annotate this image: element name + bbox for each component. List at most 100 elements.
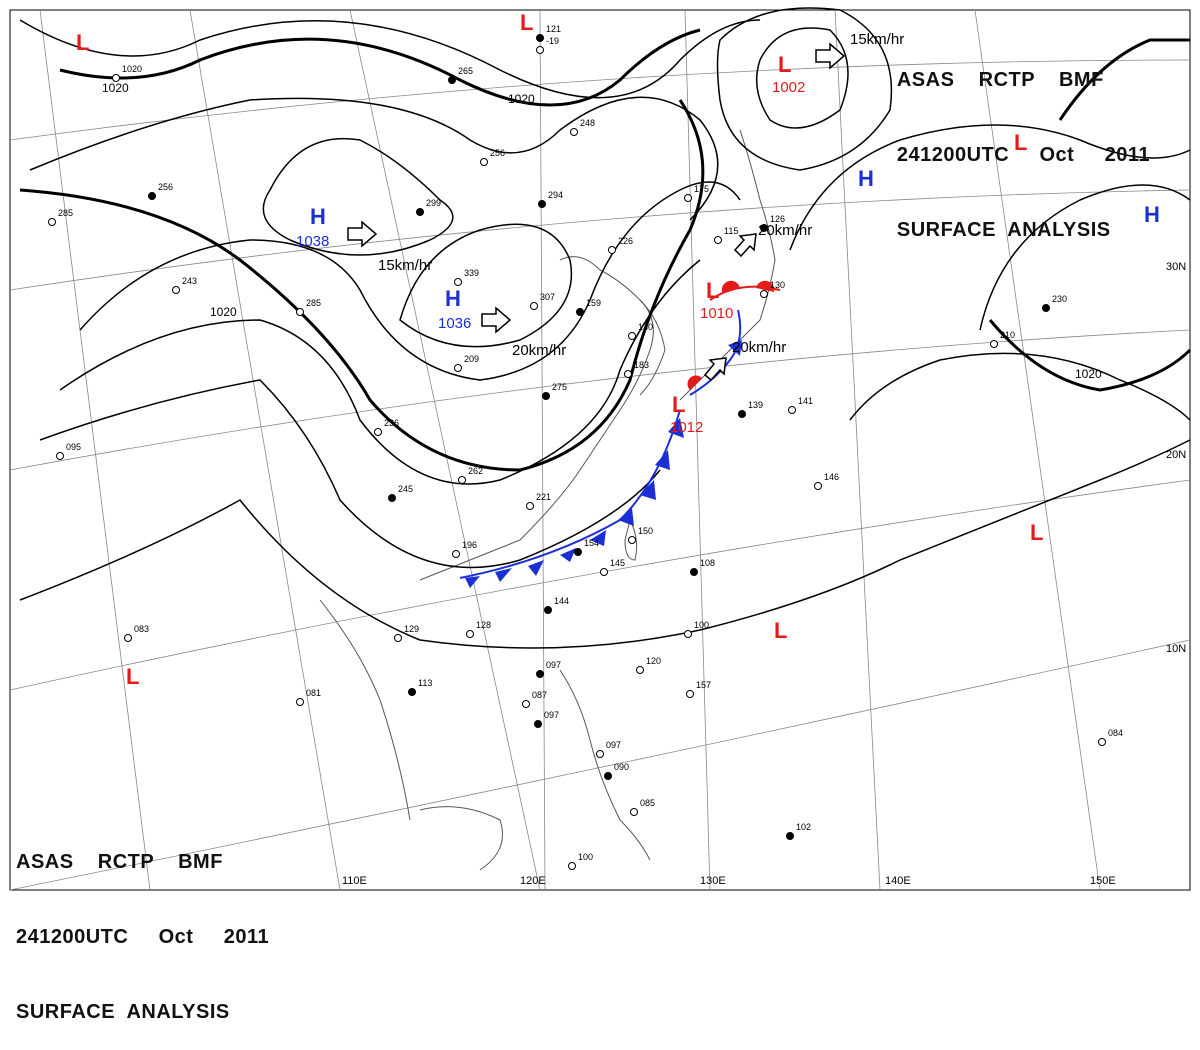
station-marker [814,482,822,490]
station-marker [1098,738,1106,746]
station-marker [544,606,552,614]
parallel-30n [9,189,1191,291]
parallel-20n [9,329,1191,471]
front-triangle [655,450,670,470]
low-center-icon: L [672,392,685,417]
station-marker [374,428,382,436]
station-value: 100 [694,620,709,630]
station-marker [526,502,534,510]
station-value: 157 [696,680,711,690]
station-marker [628,536,636,544]
lat-label: 20N [1166,449,1186,461]
motion-arrow-icon [481,306,512,334]
station-marker [112,74,120,82]
isobar [39,379,661,569]
title-block-top: ASAS RCTP BMF 241200UTC Oct 2011 SURFACE… [897,18,1150,268]
station-marker [570,128,578,136]
station-value: 113 [418,678,432,688]
station-marker [714,236,722,244]
meridian-100e [39,9,151,891]
station-marker [448,76,456,84]
station-marker [408,688,416,696]
station-marker [296,698,304,706]
warm-front-semicircle [687,375,702,390]
station-marker [454,364,462,372]
china-coast [419,256,654,581]
station-marker [394,634,402,642]
motion-arrows [347,42,846,382]
isobar [789,124,1191,251]
motion-arrow-icon [347,220,378,248]
isobar [755,27,849,129]
lon-label: 120E [520,875,546,887]
pressure-value: 1038 [296,233,329,250]
graticule [9,9,1191,891]
station-value: 145 [610,558,625,568]
pressure-value: 1010 [700,305,733,322]
station-marker [630,808,638,816]
station-marker [48,218,56,226]
isobar-1020 [59,28,701,107]
station-value: 146 [824,472,839,482]
station-value: 285 [306,298,321,308]
front-triangle [495,568,512,582]
isobar [399,223,573,348]
station-marker [296,308,304,316]
meridian-150e [974,9,1101,891]
station-marker [542,392,550,400]
station-marker [576,308,584,316]
motion-label: 20km/hr [758,222,812,239]
front-triangle [618,508,634,526]
borneo-coast [419,806,503,871]
station-marker [148,192,156,200]
low-center-icon: L [1014,130,1027,155]
isobar [262,137,454,256]
lon-label: 150E [1090,875,1116,887]
station-value: 084 [1108,728,1123,738]
station-marker [534,720,542,728]
lon-label: 130E [700,875,726,887]
station-value: 129 [404,624,419,634]
front-triangle [528,560,544,576]
isobars [19,7,1191,649]
lon-labels: 110E 120E 130E 140E 150E [342,875,1116,887]
station-marker [536,34,544,42]
motion-arrow-icon [703,357,727,382]
isobar [19,439,1191,649]
station-value: 130 [638,322,653,332]
station-marker [690,568,698,576]
motion-label: 20km/hr [732,339,786,356]
title-line-2: 241200UTC Oct 2011 [896,144,1150,166]
station-value: 097 [606,740,621,750]
station-value: 307 [540,292,555,302]
station-marker [786,832,794,840]
station-marker [624,370,632,378]
station-marker [530,302,538,310]
station-marker [636,666,644,674]
station-value: 115 [724,226,738,236]
station-marker [788,406,796,414]
station-marker [56,452,64,460]
weather-map: 1020 1020 1020 1020 15km/hr 20km/hr [9,7,1192,891]
station-value: 083 [134,624,149,634]
low-center-icon: L [774,618,787,643]
station-value: 209 [464,354,479,364]
vietnam-coast [319,599,411,821]
motion-labels: 15km/hr 20km/hr 15km/hr 20km/hr 20km/hr [378,31,904,359]
lon-label: 110E [342,875,367,887]
station-value: 102 [796,822,811,832]
isobar [979,184,1191,331]
station-marker [684,630,692,638]
warm-front-semicircle [756,280,775,292]
title-line-3: SURFACE ANALYSIS [16,1001,230,1023]
station-value: -19 [546,36,559,46]
map-frame [9,9,1191,891]
isobar [79,181,741,381]
pressure-values: 1002 1038 1036 1010 1012 [296,79,805,436]
warm-front-semicircle [721,280,740,292]
station-value: 230 [1052,294,1067,304]
station-marker [760,290,768,298]
title-line-3: SURFACE ANALYSIS [896,219,1111,241]
isobar [716,7,893,171]
high-center-icon: H [445,286,461,311]
